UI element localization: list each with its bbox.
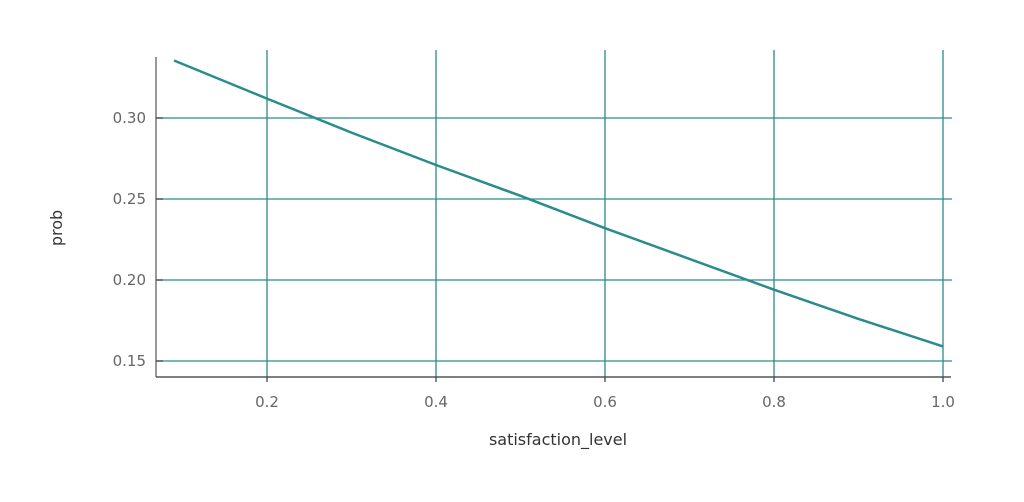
x-tick-label: 0.2 xyxy=(255,393,279,411)
x-tick-label: 0.6 xyxy=(593,393,617,411)
grid xyxy=(156,50,952,377)
series-line xyxy=(173,59,944,348)
x-tick-label: 1.0 xyxy=(931,393,955,411)
series xyxy=(173,59,944,348)
y-tick-label: 0.30 xyxy=(113,109,146,127)
x-axis-label: satisfaction_level xyxy=(489,430,627,450)
y-axis-label: prob xyxy=(47,210,66,246)
y-tick-label: 0.25 xyxy=(113,190,146,208)
y-tick-label: 0.15 xyxy=(113,352,146,370)
x-tick-label: 0.8 xyxy=(762,393,786,411)
y-tick-label: 0.20 xyxy=(113,271,146,289)
x-tick-label: 0.4 xyxy=(424,393,448,411)
ticks: 0.2 0.4 0.6 0.8 1.0 0.15 0.20 0.25 0.30 xyxy=(113,109,955,411)
